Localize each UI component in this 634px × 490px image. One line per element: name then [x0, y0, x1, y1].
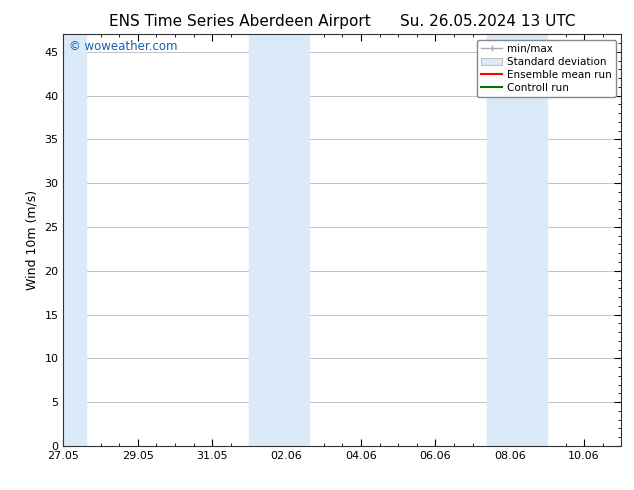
- Bar: [249, 34, 309, 446]
- Title: ENS Time Series Aberdeen Airport      Su. 26.05.2024 13 UTC: ENS Time Series Aberdeen Airport Su. 26.…: [109, 14, 576, 29]
- Y-axis label: Wind 10m (m/s): Wind 10m (m/s): [26, 190, 39, 290]
- Bar: [488, 34, 547, 446]
- Legend: min/max, Standard deviation, Ensemble mean run, Controll run: min/max, Standard deviation, Ensemble me…: [477, 40, 616, 97]
- Text: © woweather.com: © woweather.com: [69, 41, 178, 53]
- Bar: [63, 34, 86, 446]
